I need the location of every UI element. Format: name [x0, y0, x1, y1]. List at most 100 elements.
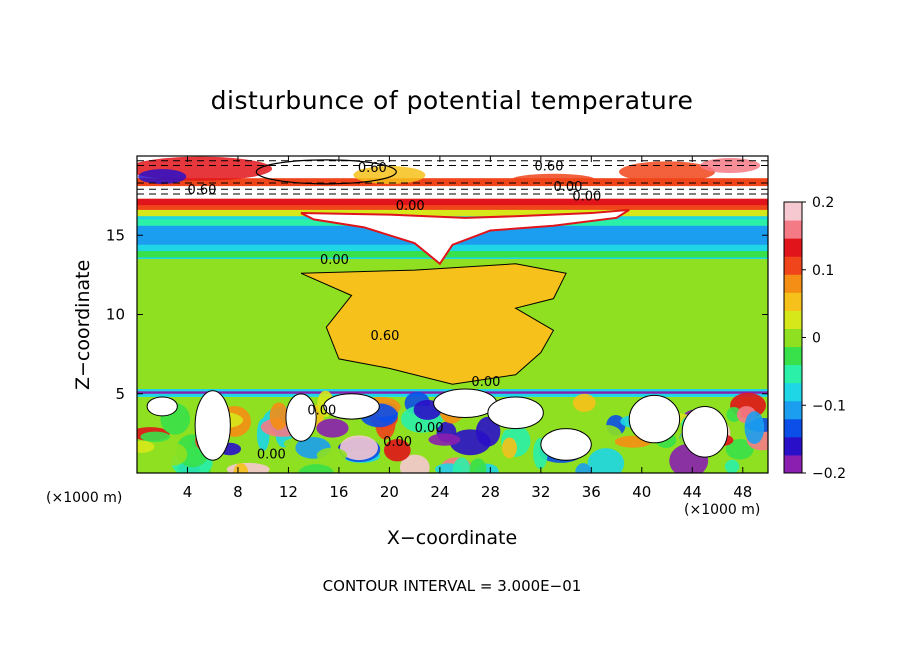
x-tick-label-4: 20: [380, 483, 399, 501]
band-stripe-3: [137, 209, 768, 217]
contour-label-2: 0.60: [187, 183, 216, 198]
x-tick-label-8: 36: [582, 483, 601, 501]
contour-label-3: 0.00: [396, 199, 425, 214]
bl-blob-4: [226, 462, 270, 473]
cloud-patch-2: [323, 393, 380, 420]
colorbar-swatch-4: [784, 382, 802, 402]
band-stripe-2: [137, 251, 768, 258]
bl-blob-72: [158, 442, 188, 466]
anvil-cloud: [300, 208, 630, 266]
colorbar-tick-label-1: 0.1: [812, 263, 834, 279]
x-tick-label-5: 24: [430, 483, 449, 501]
bl-blob-88: [367, 461, 387, 472]
contour-label-0: 0.60: [358, 161, 387, 176]
bl-blob-14: [587, 448, 625, 473]
contour-label-8: 0.00: [257, 448, 286, 463]
top-strata-1: [137, 186, 768, 199]
colorbar-swatch-2: [784, 418, 802, 438]
y-axis: 5 10 15: [106, 226, 768, 403]
bl-blob-56: [475, 416, 501, 447]
contour-label-9: 0.00: [383, 435, 412, 450]
bl-blob-81: [298, 464, 334, 473]
colorbar-swatch-8: [784, 310, 802, 329]
bl-blob-82: [140, 431, 171, 442]
colorbar-tick-label-0: 0.2: [812, 195, 834, 211]
x-tick-label-3: 16: [329, 483, 348, 501]
bl-blob-62: [469, 458, 487, 473]
bl-blob-51: [726, 406, 742, 423]
bl-blob-57: [590, 424, 622, 445]
x-axis-label: X−coordinate: [386, 527, 518, 549]
colorbar-swatch-12: [784, 238, 802, 257]
x-tick-label-0: 4: [183, 483, 193, 501]
colorbar-swatch-11: [784, 256, 802, 275]
colorbar-swatch-0: [784, 454, 802, 474]
x-tick-label-9: 40: [632, 483, 651, 501]
top-patch-1: [353, 166, 426, 185]
x-tick-label-6: 28: [481, 483, 500, 501]
x-tick-label-10: 44: [683, 483, 702, 501]
bl-blob-73: [724, 459, 740, 473]
contour-loop-top: [255, 159, 397, 185]
colorbar-tick-label-2: 0: [812, 331, 821, 347]
bl-blob-41: [452, 457, 471, 473]
contour-label-6: 0.00: [471, 375, 500, 390]
colorbar-swatch-13: [784, 220, 802, 239]
colorbar-swatch-7: [784, 328, 802, 348]
bl-blob-75: [383, 439, 411, 462]
chart-title: disturbunce of potential temperature: [210, 86, 694, 115]
bl-blob-87: [501, 437, 517, 459]
zero-contour-region: [300, 263, 567, 385]
colorbar-swatch-1: [784, 436, 802, 456]
cloud-patch-0: [194, 390, 231, 461]
colorbar-swatch-6: [784, 346, 802, 366]
x-axis: 4 8 12 16 20 24 28 32 36 40 44 48: [183, 156, 752, 501]
y-tick-label-1: 10: [106, 306, 125, 324]
cloud-patch-3: [433, 388, 498, 418]
bl-blob-26: [233, 463, 249, 473]
bl-blob-12: [725, 439, 754, 460]
y-tick-label-2: 15: [106, 226, 125, 244]
bl-blob-18: [137, 440, 155, 453]
bl-blob-69: [316, 418, 349, 438]
colorbar-tick-label-4: −0.2: [812, 466, 846, 482]
colorbar-swatch-9: [784, 292, 802, 311]
x-tick-label-11: 48: [733, 483, 752, 501]
contour-label-12: 0.00: [415, 421, 444, 436]
cloud-patch-5: [628, 394, 681, 444]
heatmap-field: 0.60 0.600.600.000.000.600.000.000.000.00…: [137, 156, 768, 473]
bl-blob-61: [339, 435, 379, 461]
bl-blob-63: [316, 447, 348, 463]
colorbar-swatch-3: [784, 400, 802, 420]
cloud-patch-6: [681, 406, 729, 458]
contour-label-4: 0.00: [320, 253, 349, 268]
colorbar-swatch-10: [784, 274, 802, 293]
colorbar: 0.2 0.1 0 −0.1 −0.2: [783, 195, 846, 482]
x-tick-label-7: 32: [531, 483, 550, 501]
x-unit-label-left: (×1000 m): [46, 490, 123, 506]
colorbar-swatch-5: [784, 364, 802, 384]
bl-blob-79: [269, 402, 289, 430]
cloud-patch-7: [540, 428, 592, 461]
colorbar-swatch-14: [784, 202, 802, 221]
cloud-patch-1: [285, 393, 317, 442]
contour-label-5: 0.60: [370, 329, 399, 344]
cloud-patch-8: [146, 396, 178, 417]
bl-blob-71: [575, 463, 592, 473]
contour-interval-note: CONTOUR INTERVAL = 3.000E−01: [322, 577, 582, 595]
x-unit-label-right: (×1000 m): [684, 502, 761, 518]
bl-blob-55: [572, 393, 596, 412]
bl-blob-36: [399, 454, 430, 473]
top-strata-2: [137, 198, 768, 206]
cloud-patch-4: [487, 396, 544, 430]
contour-label-11: 0.00: [572, 189, 601, 204]
x-tick-label-1: 8: [233, 483, 243, 501]
contour-label-1: 0.60: [535, 159, 564, 174]
y-tick-label-0: 5: [115, 385, 125, 403]
contour-label-10: 0.00: [553, 180, 582, 195]
top-patch-3: [138, 169, 187, 185]
colorbar-tick-label-3: −0.1: [812, 398, 846, 414]
bl-blob-65: [428, 433, 461, 446]
bl-blob-89: [744, 411, 765, 444]
